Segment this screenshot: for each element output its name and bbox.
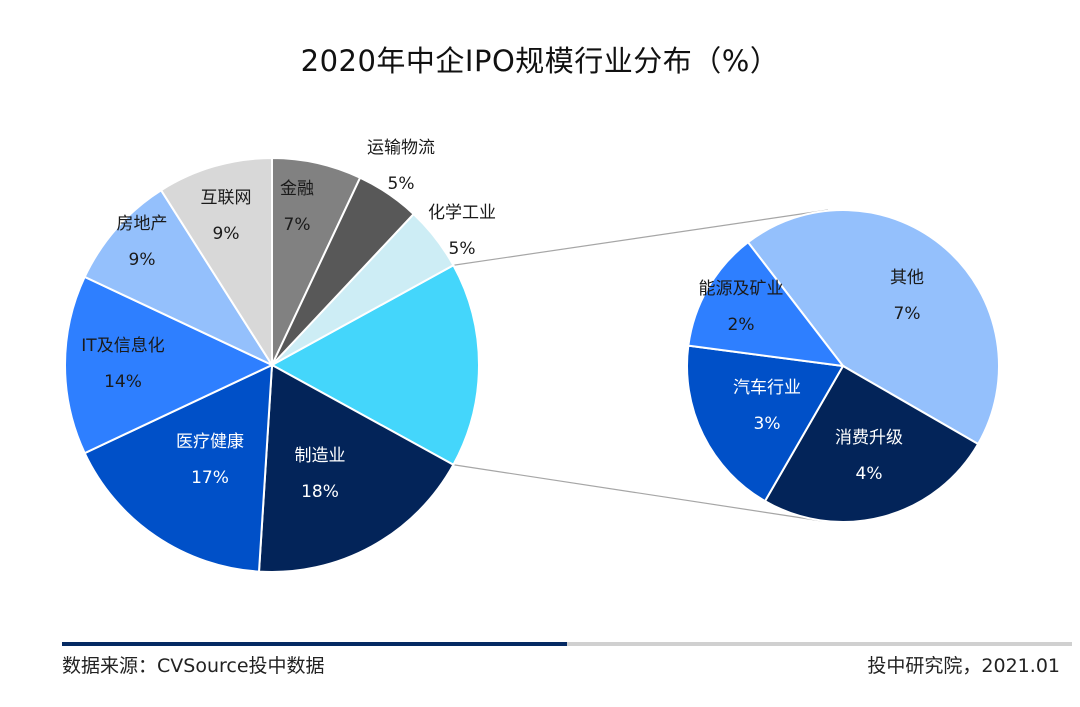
secondary-pie-labels: 其他 7% 消费升级 4% 汽车行业 3% 能源及矿业 2% <box>699 268 925 484</box>
main-slice-value: 17% <box>191 468 229 488</box>
main-slice-label: IT及信息化 <box>81 336 164 356</box>
connector-line-top <box>453 209 829 266</box>
credit-date: 投中研究院，2021.01 <box>867 655 1060 677</box>
main-slice <box>271 212 455 366</box>
secondary-slice-label: 汽车行业 <box>733 378 801 398</box>
main-slice <box>257 363 455 573</box>
main-slice-value: 9% <box>129 250 156 270</box>
main-slice-label: 互联网 <box>201 188 252 208</box>
main-slice-value: 5% <box>388 174 415 194</box>
main-slice-label: 化学工业 <box>428 203 496 223</box>
footer-divider-light <box>567 642 1072 646</box>
secondary-slice-label: 消费升级 <box>835 428 903 448</box>
data-source: 数据来源：CVSource投中数据 <box>62 655 325 677</box>
main-slice-label: 金融 <box>280 179 314 199</box>
connector-line-bottom <box>453 464 823 522</box>
secondary-slice-value: 7% <box>894 304 921 324</box>
pie-of-pie-chart: 制造业 18% 医疗健康 17% IT及信息化 14% 房地产 9% 互联网 9% 金融 7% 运输物流… <box>63 138 1000 573</box>
main-slice <box>63 275 275 455</box>
secondary-slice <box>746 209 1000 446</box>
main-slice-value: 9% <box>213 224 240 244</box>
secondary-slice-value: 3% <box>754 414 781 434</box>
main-slice-value: 18% <box>301 482 339 502</box>
main-slice-label: 房地产 <box>117 214 168 234</box>
chart-title: 2020年中企IPO规模行业分布（%） <box>300 44 780 78</box>
secondary-slice-label: 能源及矿业 <box>699 279 784 299</box>
main-slice-value: 7% <box>284 215 311 235</box>
secondary-pie <box>685 209 1000 523</box>
connector-lines <box>453 209 829 522</box>
main-slice-label: 运输物流 <box>367 138 435 158</box>
secondary-slice <box>685 344 845 503</box>
secondary-slice-value: 2% <box>728 315 755 335</box>
main-slice <box>83 363 274 573</box>
footer-divider-dark <box>62 642 567 646</box>
main-pie <box>63 156 481 573</box>
main-slice-value: 5% <box>449 239 476 259</box>
main-slice <box>83 188 275 368</box>
main-pie-labels: 制造业 18% 医疗健康 17% IT及信息化 14% 房地产 9% 互联网 9% 金融 7% 运输物流… <box>81 138 496 502</box>
main-slice <box>159 156 273 369</box>
secondary-slice-label: 其他 <box>890 268 924 288</box>
main-slice-label: 制造业 <box>295 446 346 466</box>
main-slice-label: 医疗健康 <box>176 432 244 452</box>
secondary-slice <box>763 364 980 523</box>
secondary-slice-value: 4% <box>856 464 883 484</box>
main-slice <box>269 263 481 467</box>
main-slice-value: 14% <box>104 372 142 392</box>
secondary-slice <box>687 240 846 368</box>
